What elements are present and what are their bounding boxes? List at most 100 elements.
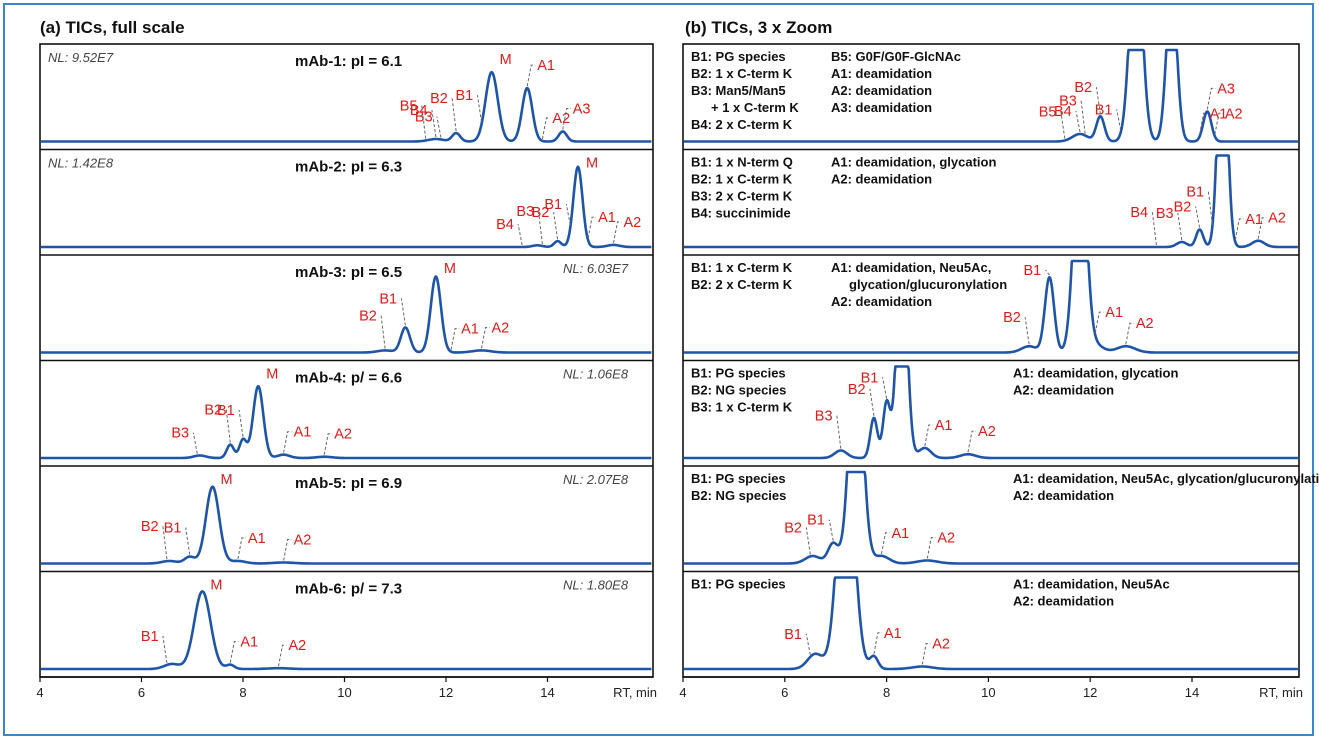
leader-line [924,424,933,447]
peak-label: B3 [415,109,433,125]
peak-label: A2 [932,636,950,652]
chromatogram-row: B1: PG species A1: deamidation, Neu5Ac A2:… [683,576,1299,671]
peak-label: B1 [861,370,879,386]
peak-label: B5 [400,98,418,114]
peak-label: M [586,156,598,172]
peak-label: B2 [359,308,377,324]
row-title: mAb-3: pI = 6.5 [295,264,402,281]
leader-line [836,415,842,449]
leader-line [613,221,622,243]
peak-label: A1 [892,526,910,542]
peak-label: B3 [516,204,534,220]
panel-title: (b) TICs, 3 x Zoom [685,18,832,37]
nl-label: NL: 2.07E8 [563,472,629,487]
leader-line [431,109,437,138]
peak-label: B5 [1039,104,1057,120]
tic-trace [683,365,1299,460]
peak-label: A1 [240,635,258,651]
nl-label: NL: 9.52E7 [48,50,114,65]
peak-label: A2 [1225,106,1243,122]
peak-label: B3 [171,426,189,442]
leader-line [1125,322,1134,345]
leader-line [162,526,168,560]
leader-line [192,432,198,454]
x-tick-label: 4 [679,685,686,700]
peak-label: B2 [141,519,159,535]
leader-line [967,430,976,453]
leader-line [451,98,457,132]
annotation-right: B5: G0F/G0F-GlcNAc [831,49,961,64]
peak-label: M [210,578,222,594]
chromatogram-row: mAb-6: p/ = 7.3 NL: 1.80E8 M B1 A1 A2 [40,578,652,671]
nl-label: NL: 1.80E8 [563,578,629,593]
annotation-left: + 1 x C-term K [711,100,799,115]
peak-label: B2 [204,403,222,419]
leader-line [1075,110,1081,133]
leader-line [1151,211,1157,246]
nl-label: NL: 1.42E8 [48,156,114,171]
annotation-left: B2: 1 x C-term K [691,172,793,187]
annotation-left: B2: NG species [691,383,786,398]
leader-line [1024,317,1030,345]
tic-trace [40,385,652,460]
x-tick-label: 12 [439,685,453,700]
peak-label: B2 [1074,80,1092,96]
peak-label: A2 [294,532,312,548]
annotation-left: B1: PG species [691,49,786,64]
leader-line [537,210,543,245]
annotation-left: B1: 1 x N-term Q [691,155,793,170]
leader-line [1045,269,1050,276]
peak-label: M [221,472,233,488]
leader-line [1207,191,1213,225]
peak-label: B2 [532,205,550,221]
x-axis-label: RT, min [613,685,657,700]
peak-label: A1 [248,531,266,547]
leader-line [828,519,834,541]
x-tick-label: 14 [540,685,554,700]
leader-line [553,212,559,240]
peak-label: B1 [456,88,474,104]
peak-label: B2 [1174,199,1192,215]
leader-line [1206,87,1216,110]
peak-label: B1 [164,521,182,537]
leader-line [421,105,427,139]
leader-line [526,64,536,87]
leader-line [1257,217,1267,239]
leader-line [517,223,523,246]
leader-line [926,537,936,559]
figure-frame [3,3,1314,736]
row-title: mAb-6: p/ = 7.3 [295,581,402,598]
annotation-left: B1: 1 x C-term K [691,260,793,275]
annotation-right: A1: deamidation, glycation [831,155,996,170]
annotation-right: A2: deamidation [831,172,932,187]
tic-trace [683,48,1299,143]
peak-label: A1 [598,210,616,226]
leader-line [1080,100,1086,134]
leader-line [278,644,287,667]
peak-label: B2 [430,91,448,107]
leader-line [869,388,875,416]
annotation-left: B2: 2 x C-term K [691,277,793,292]
leader-line [225,409,231,443]
leader-line [1195,206,1201,228]
peak-label: B2 [784,520,802,536]
x-tick-label: 8 [883,685,890,700]
peak-label: A1 [935,418,953,434]
x-axis-label: RT, min [1259,685,1303,700]
annotation-left: B1: PG species [691,577,786,592]
leader-line [1060,111,1066,139]
peak-label: B1 [784,627,802,643]
leader-line [400,298,406,326]
annotation-right: A1: deamidation, glycation [1013,366,1178,381]
x-tick-label: 14 [1185,685,1199,700]
peak-label: B1 [141,629,159,645]
leader-line [921,643,931,665]
peak-label: A1 [294,425,312,441]
chromatogram-row: mAb-5: pI = 6.9 NL: 2.07E8 M B1 B2 A1 A2 [40,472,652,565]
chromatogram-row: B1: PG species B2: NG species A1: deamidat… [683,470,1319,565]
peak-label: B1 [1095,102,1113,118]
panel-b: (b) TICs, 3 x Zoom B1: PG species B2: 1 x … [679,18,1319,700]
peak-label: M [444,261,456,277]
